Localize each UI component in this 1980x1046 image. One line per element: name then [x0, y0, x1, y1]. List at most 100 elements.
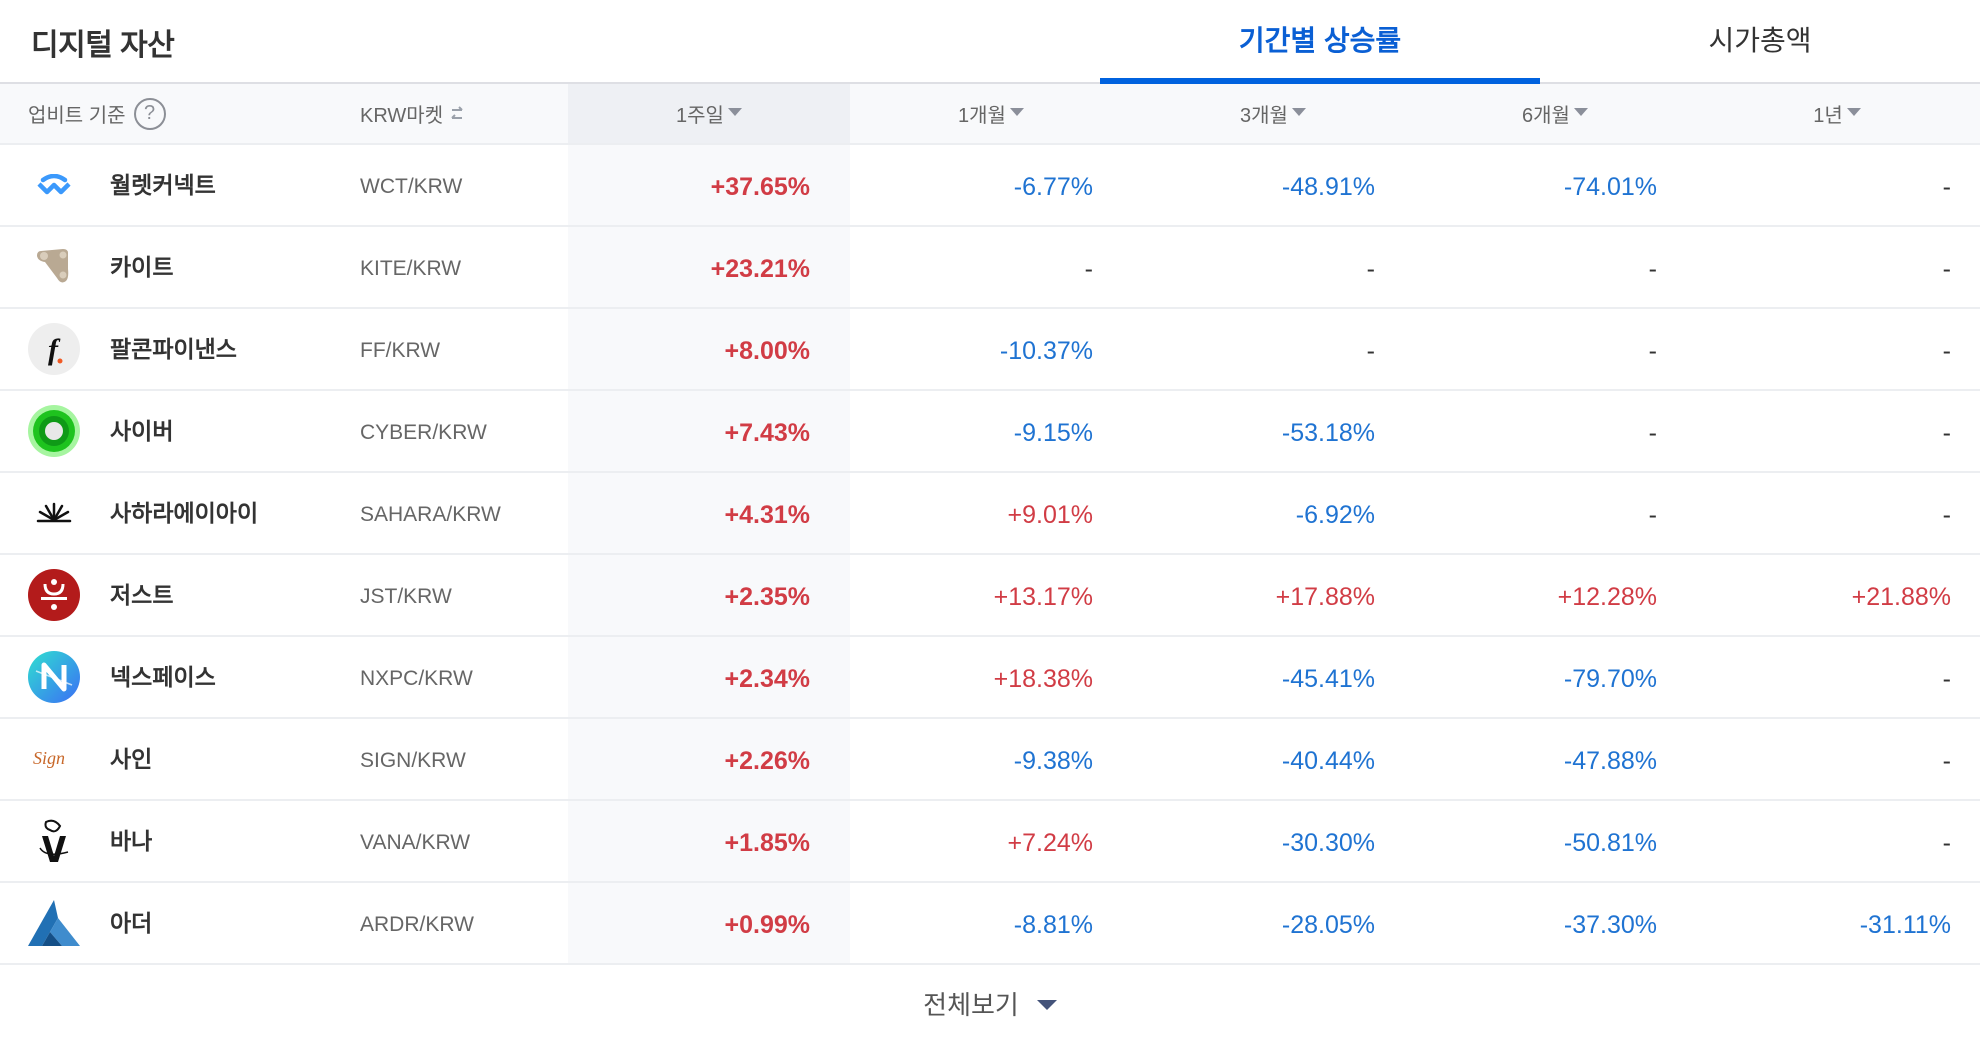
table-row[interactable]: 카이트 KITE/KRW +23.21% - - - - [0, 227, 1980, 309]
coin-name[interactable]: 사하라에이아이 [110, 500, 259, 526]
just-icon [28, 569, 80, 621]
column-header-3month[interactable]: 3개월 [1132, 84, 1414, 143]
asset-table-body: 월렛커넥트 WCT/KRW +37.65% -6.77% -48.91% -74… [0, 145, 1980, 965]
return-6month: - [1648, 254, 1657, 283]
table-row[interactable]: 넥스페이스 NXPC/KRW +2.34% +18.38% -45.41% -7… [0, 637, 1980, 719]
nexpace-icon [28, 651, 80, 703]
return-1year: - [1942, 172, 1951, 201]
sorted-column-bg [568, 555, 850, 635]
return-1week: +37.65% [710, 172, 810, 201]
sorted-column-bg [568, 391, 850, 471]
top-bar: 디지털 자산 기간별 상승률 시가총액 [0, 0, 1980, 84]
return-6month: +12.28% [1557, 582, 1657, 611]
column-label: 6개월 [1522, 105, 1570, 127]
walletconnect-icon [28, 165, 80, 205]
tab-label: 기간별 상승률 [1238, 25, 1402, 56]
column-header-1year[interactable]: 1년 [1696, 84, 1978, 143]
table-row[interactable]: f 팔콘파이낸스 FF/KRW +8.00% -10.37% - - - [0, 309, 1980, 391]
coin-name[interactable]: 카이트 [110, 254, 174, 280]
table-row[interactable]: 월렛커넥트 WCT/KRW +37.65% -6.77% -48.91% -74… [0, 145, 1980, 227]
sorted-column-bg [568, 145, 850, 225]
return-1year: - [1942, 746, 1951, 775]
return-6month: -79.70% [1563, 664, 1657, 693]
coin-name[interactable]: 팔콘파이낸스 [110, 336, 237, 362]
vana-icon [28, 819, 80, 862]
sorted-column-bg [568, 473, 850, 553]
sort-down-icon [1846, 107, 1861, 116]
column-header-market[interactable]: KRW마켓 [360, 84, 465, 143]
coin-pair: VANA/KRW [360, 831, 471, 854]
coin-pair: CYBER/KRW [360, 421, 487, 444]
return-1month: -6.77% [1013, 172, 1093, 201]
coin-name[interactable]: 저스트 [110, 582, 174, 608]
return-3month: -53.18% [1281, 418, 1375, 447]
table-row[interactable]: 바나 VANA/KRW +1.85% +7.24% -30.30% -50.81… [0, 801, 1980, 883]
coin-pair: SIGN/KRW [360, 749, 466, 772]
return-1week: +0.99% [724, 910, 811, 939]
column-label: KRW마켓 [360, 105, 444, 127]
sorted-column-bg [568, 227, 850, 307]
sorted-column-bg [568, 719, 850, 799]
return-1month: -8.81% [1013, 910, 1093, 939]
sort-down-icon [1009, 107, 1024, 116]
column-header-1week[interactable]: 1주일 [568, 84, 850, 143]
return-1month: +18.38% [993, 664, 1093, 693]
column-label: 1년 [1813, 105, 1843, 127]
column-header-6month[interactable]: 6개월 [1414, 84, 1696, 143]
column-header-1month[interactable]: 1개월 [850, 84, 1132, 143]
coin-name[interactable]: 사이버 [110, 418, 174, 444]
return-1year: - [1942, 418, 1951, 447]
return-1month: -9.38% [1013, 746, 1093, 775]
return-1week: +8.00% [724, 336, 811, 365]
table-row[interactable]: 저스트 JST/KRW +2.35% +13.17% +17.88% +12.2… [0, 555, 1980, 637]
coin-name[interactable]: 넥스페이스 [110, 664, 216, 690]
tab-period-return[interactable]: 기간별 상승률 [1100, 0, 1540, 84]
return-1month: -10.37% [999, 336, 1093, 365]
sahara-ai-icon [28, 493, 80, 533]
return-1week: +23.21% [710, 254, 810, 283]
top-bar-divider [0, 82, 1980, 84]
return-6month: -74.01% [1563, 172, 1657, 201]
return-3month: -30.30% [1281, 828, 1375, 857]
coin-pair: JST/KRW [360, 585, 452, 608]
coin-name[interactable]: 아더 [110, 910, 153, 936]
return-1month: - [1084, 254, 1093, 283]
sorted-column-bg [568, 637, 850, 717]
return-6month: -47.88% [1563, 746, 1657, 775]
return-3month: -28.05% [1281, 910, 1375, 939]
sorted-column-bg [568, 801, 850, 881]
return-1year: +21.88% [1851, 582, 1951, 611]
ardor-icon [28, 900, 80, 946]
return-6month: - [1648, 500, 1657, 529]
coin-pair: SAHARA/KRW [360, 503, 501, 526]
tab-market-cap[interactable]: 시가총액 [1540, 0, 1980, 84]
return-1year: - [1942, 828, 1951, 857]
table-row[interactable]: 사이버 CYBER/KRW +7.43% -9.15% -53.18% - - [0, 391, 1980, 473]
cyber-icon [28, 405, 80, 457]
return-3month: - [1366, 336, 1375, 365]
coin-pair: ARDR/KRW [360, 913, 474, 936]
return-1week: +4.31% [724, 500, 811, 529]
return-1year: - [1942, 500, 1951, 529]
coin-pair: FF/KRW [360, 339, 441, 362]
return-1week: +2.34% [724, 664, 811, 693]
table-row[interactable]: 아더 ARDR/KRW +0.99% -8.81% -28.05% -37.30… [0, 883, 1980, 965]
coin-name[interactable]: 바나 [110, 828, 153, 854]
return-6month: - [1648, 418, 1657, 447]
active-tab-indicator [1100, 78, 1540, 84]
swap-arrows-icon [451, 105, 463, 119]
coin-name[interactable]: 사인 [110, 746, 153, 772]
table-row[interactable]: 사하라에이아이 SAHARA/KRW +4.31% +9.01% -6.92% … [0, 473, 1980, 555]
coin-name[interactable]: 월렛커넥트 [110, 172, 216, 198]
sort-down-icon [1573, 107, 1588, 116]
return-1month: -9.15% [1013, 418, 1093, 447]
view-all-label: 전체보기 [923, 989, 1019, 1020]
tab-label: 시가총액 [1708, 25, 1812, 56]
sort-down-icon [727, 107, 742, 116]
question-circle-icon[interactable]: ? [133, 97, 166, 130]
return-3month: +17.88% [1275, 582, 1375, 611]
svg-text:Sign: Sign [33, 748, 65, 768]
return-3month: -6.92% [1295, 500, 1375, 529]
view-all-button[interactable]: 전체보기 [923, 985, 1057, 1026]
table-row[interactable]: Sign 사인 SIGN/KRW +2.26% -9.38% -40.44% -… [0, 719, 1980, 801]
